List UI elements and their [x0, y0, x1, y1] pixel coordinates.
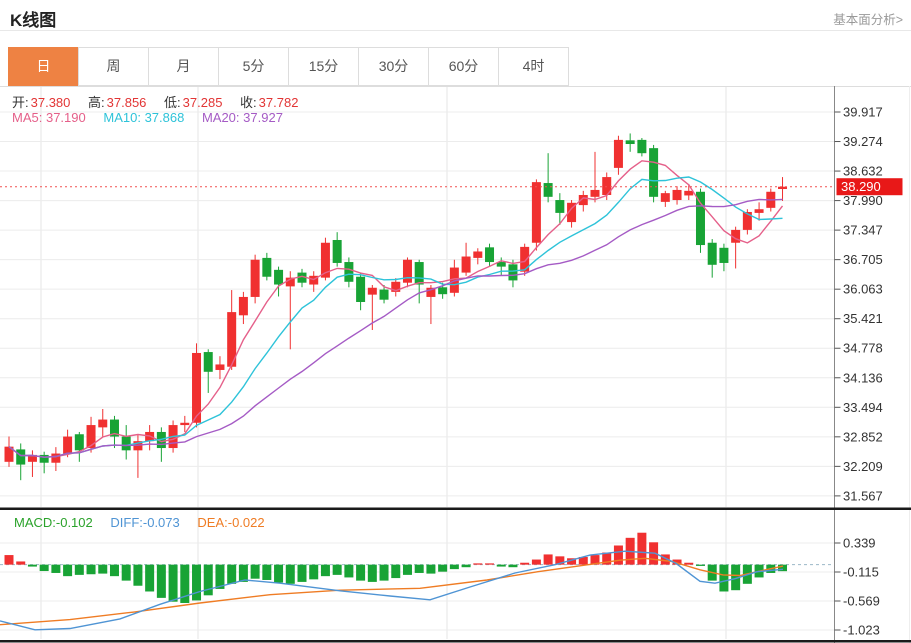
svg-text:39.917: 39.917: [843, 105, 883, 120]
pane-separator: [0, 507, 911, 510]
dea-label: DEA:: [197, 515, 228, 530]
svg-text:32.852: 32.852: [843, 429, 883, 444]
tab-4hour[interactable]: 4时: [498, 47, 569, 86]
current-price-badge: 38.290: [836, 178, 903, 196]
tab-month[interactable]: 月: [148, 47, 219, 86]
ma10-line: [8, 176, 783, 458]
ma5-value: 37.190: [45, 110, 86, 125]
svg-text:36.705: 36.705: [843, 252, 883, 267]
fundamental-analysis-link[interactable]: 基本面分析>: [833, 13, 903, 27]
svg-text:-0.115: -0.115: [843, 565, 879, 580]
ma20-value: 37.927: [243, 110, 283, 125]
dea-line: [0, 557, 784, 626]
dea-value: -0.022: [227, 515, 265, 530]
svg-text:34.136: 34.136: [843, 370, 883, 385]
svg-text:35.421: 35.421: [843, 311, 883, 326]
svg-text:38.632: 38.632: [843, 164, 883, 179]
low-value: 37.285: [182, 95, 223, 110]
high-label: 高:: [88, 95, 105, 110]
ma5-label: MA5:: [12, 110, 43, 125]
close-value: 37.782: [258, 95, 299, 110]
svg-text:-0.569: -0.569: [843, 594, 880, 609]
svg-text:-1.023: -1.023: [843, 623, 880, 638]
high-value: 37.856: [106, 95, 147, 110]
macd-info-row: MACD:-0.102 DIFF:-0.073 DEA:-0.022: [14, 515, 279, 530]
macd-label: MACD:: [14, 515, 56, 530]
macd-histogram: [4, 532, 788, 603]
macd-chart[interactable]: 0.339 -0.115 -0.569 -1.023: [0, 510, 911, 643]
svg-text:33.494: 33.494: [843, 400, 883, 415]
low-label: 低:: [164, 95, 181, 110]
title-divider: [0, 30, 911, 31]
svg-text:38.290: 38.290: [841, 179, 881, 194]
svg-text:36.063: 36.063: [843, 282, 883, 297]
ma20-line: [8, 198, 783, 458]
ma-info-row: MA5: 37.190 MA10: 37.868 MA20: 37.927: [12, 110, 297, 125]
open-value: 37.380: [30, 95, 71, 110]
ma10-value: 37.868: [144, 110, 185, 125]
svg-text:39.274: 39.274: [843, 134, 883, 149]
macd-axis: 0.339 -0.115 -0.569 -1.023: [834, 510, 880, 643]
ma20-label: MA20:: [201, 110, 240, 125]
svg-text:31.567: 31.567: [843, 488, 883, 503]
price-axis: 39.917 39.274 38.632 37.990 37.347 36.705 36.0…: [834, 86, 883, 510]
diff-value: -0.073: [142, 515, 180, 530]
tab-day[interactable]: 日: [8, 47, 79, 86]
main-gridlines: [0, 86, 911, 510]
open-label: 开:: [12, 95, 29, 110]
close-label: 收:: [240, 95, 257, 110]
candles: [4, 133, 788, 481]
tab-15min[interactable]: 15分: [288, 47, 359, 86]
interval-tab-bar: 日周月 5分 15分 30分 60分 4时: [8, 47, 569, 86]
ma10-label: MA10:: [103, 110, 141, 125]
svg-text:37.990: 37.990: [843, 193, 883, 208]
tab-5min[interactable]: 5分: [218, 47, 289, 86]
svg-text:0.339: 0.339: [843, 536, 876, 551]
tab-60min[interactable]: 60分: [428, 47, 499, 86]
svg-text:32.209: 32.209: [843, 459, 883, 474]
svg-text:34.778: 34.778: [843, 341, 883, 356]
main-candlestick-chart[interactable]: 39.917 39.274 38.632 37.990 37.347 36.705 36.0…: [0, 86, 911, 510]
page-title: K线图: [10, 11, 57, 30]
tab-30min[interactable]: 30分: [358, 47, 429, 86]
ma5-line: [8, 160, 784, 458]
diff-line: [0, 550, 784, 631]
macd-value: -0.102: [55, 515, 93, 530]
ohlc-info-row: 开: 37.380 高: 37.856 低: 37.285 收: 37.782: [12, 92, 312, 111]
tab-week[interactable]: 周: [78, 47, 149, 86]
bottom-border: [0, 640, 911, 643]
svg-text:37.347: 37.347: [843, 223, 883, 238]
diff-label: DIFF:: [110, 515, 143, 530]
